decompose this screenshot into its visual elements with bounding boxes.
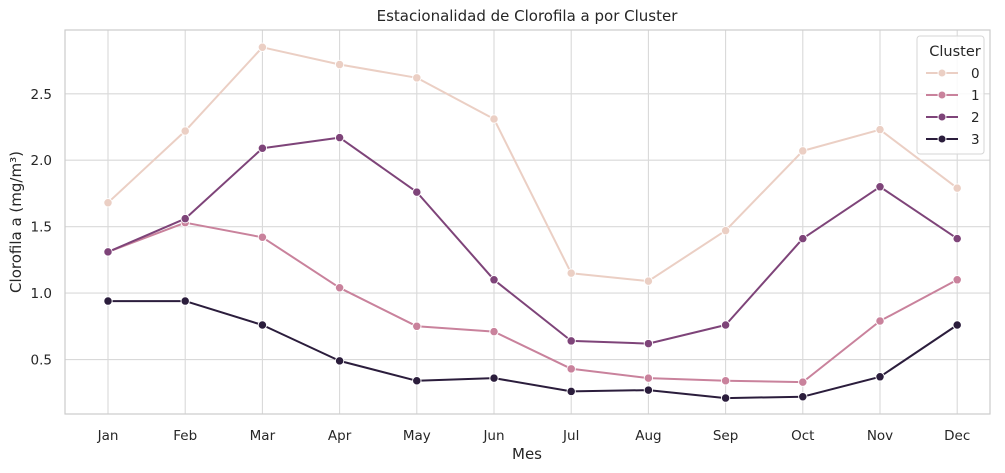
legend-item-3: 3 — [926, 132, 980, 148]
y-tick-label: 2.5 — [31, 87, 52, 103]
chart-title: Estacionalidad de Clorofila a por Cluste… — [377, 7, 679, 25]
legend-swatch-marker — [937, 90, 947, 100]
data-point — [334, 132, 345, 143]
data-point — [257, 143, 268, 153]
data-point — [798, 377, 808, 387]
data-point — [412, 321, 422, 331]
data-point — [875, 316, 885, 326]
data-point — [875, 125, 885, 135]
x-tick-label-mar: Mar — [250, 428, 276, 444]
data-point — [103, 198, 113, 208]
series-2 — [103, 132, 962, 349]
data-point — [566, 386, 576, 397]
y-tick-label: 1.5 — [31, 220, 52, 236]
data-point — [489, 114, 499, 124]
legend-label: 1 — [971, 88, 980, 104]
x-tick-label-apr: Apr — [328, 428, 352, 444]
series-line-2 — [107, 136, 959, 345]
data-point — [257, 232, 268, 242]
data-point — [257, 320, 268, 330]
series-0 — [103, 42, 962, 286]
legend-items: 0 1 2 3 — [926, 66, 980, 148]
data-point — [643, 276, 654, 286]
y-tick-label: 0.5 — [31, 353, 52, 369]
data-point — [180, 214, 190, 224]
data-point — [566, 268, 576, 278]
data-point — [566, 364, 576, 374]
data-point — [798, 146, 808, 156]
data-point — [103, 296, 113, 306]
data-point — [798, 392, 808, 402]
data-point — [334, 356, 345, 366]
series-3 — [103, 296, 962, 403]
data-point — [180, 126, 190, 136]
x-tick-labels: Jan Feb Mar Apr May Jun Jul Aug Sep Oct Nov Dec — [97, 428, 971, 444]
data-point — [798, 233, 808, 244]
legend-swatch-marker — [937, 68, 947, 78]
legend-item-0: 0 — [926, 66, 980, 82]
data-point — [489, 275, 499, 285]
x-tick-label-oct: Oct — [791, 428, 814, 444]
x-tick-label-aug: Aug — [635, 428, 661, 444]
x-tick-label-may: May — [403, 428, 431, 444]
series-layer — [103, 42, 962, 403]
legend-swatch-marker — [937, 134, 947, 144]
x-tick-label-jan: Jan — [97, 428, 119, 444]
data-point — [875, 372, 885, 382]
data-point — [334, 283, 345, 293]
legend-label: 3 — [971, 132, 980, 148]
data-point — [952, 275, 962, 285]
data-point — [875, 182, 885, 192]
data-point — [489, 373, 499, 383]
x-tick-label-jul: Jul — [562, 428, 579, 444]
data-point — [334, 59, 345, 70]
data-point — [952, 320, 962, 330]
y-tick-label: 2.0 — [31, 153, 52, 169]
data-point — [720, 225, 731, 236]
series-line-3 — [107, 300, 959, 400]
legend-item-1: 1 — [926, 88, 980, 104]
x-tick-label-jun: Jun — [482, 428, 504, 444]
series-line-1 — [107, 221, 959, 384]
legend-swatch-marker — [937, 112, 947, 122]
horizontal-gridlines — [65, 93, 990, 361]
x-tick-label-sep: Sep — [713, 428, 738, 444]
data-point — [720, 393, 731, 403]
data-point — [412, 73, 422, 83]
data-point — [952, 183, 962, 193]
data-point — [952, 233, 962, 244]
y-axis-label: Clorofila a (mg/m³) — [7, 151, 25, 293]
data-point — [103, 247, 113, 257]
data-point — [643, 385, 654, 395]
series-line-0 — [107, 46, 959, 283]
data-point — [720, 320, 731, 330]
x-tick-label-dec: Dec — [944, 428, 970, 444]
data-point — [720, 376, 731, 386]
data-point — [257, 42, 268, 52]
legend-title: Cluster — [929, 44, 981, 60]
data-point — [643, 373, 654, 383]
legend-item-2: 2 — [926, 110, 980, 126]
x-tick-label-feb: Feb — [173, 428, 197, 444]
data-point — [412, 187, 422, 197]
legend-label: 2 — [971, 110, 980, 126]
legend: Cluster 0 1 2 3 — [916, 35, 985, 155]
plot-frame — [64, 29, 991, 415]
x-axis-label: Mes — [512, 445, 542, 463]
x-tick-label-nov: Nov — [867, 428, 893, 444]
data-point — [412, 376, 422, 386]
y-tick-label: 1.0 — [31, 286, 52, 302]
y-tick-labels: 0.5 1.0 1.5 2.0 2.5 — [31, 87, 52, 369]
legend-label: 0 — [971, 66, 980, 82]
data-point — [643, 338, 654, 349]
data-point — [180, 296, 190, 306]
data-point — [489, 326, 499, 337]
data-point — [566, 336, 576, 346]
